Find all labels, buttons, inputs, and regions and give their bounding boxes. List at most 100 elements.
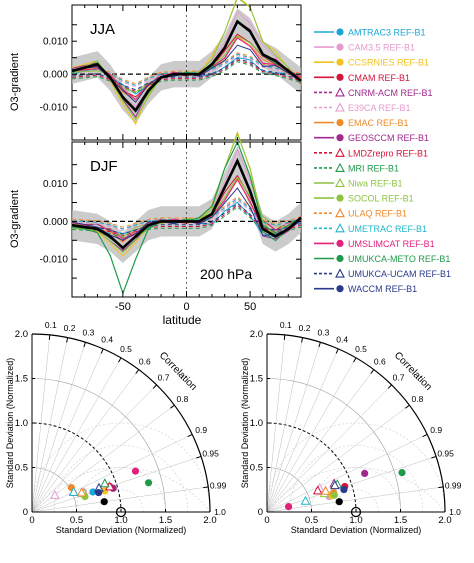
djf-y-axis-label: O3-gradient bbox=[9, 190, 21, 248]
y-tick-label: 1.5 bbox=[250, 374, 263, 385]
x-tick-label: 0 bbox=[183, 301, 189, 313]
legend-label: CAM3.5 REF-B1 bbox=[348, 43, 415, 53]
legend-label: EMAC REF-B1 bbox=[348, 118, 409, 128]
correlation-ray bbox=[31, 434, 193, 513]
correlation-ray bbox=[266, 369, 374, 513]
rms-arc bbox=[311, 467, 401, 513]
legend-label: CCSRNIES REF-B1 bbox=[348, 58, 429, 68]
correlation-tick-label: 0.1 bbox=[45, 320, 57, 330]
outer-arc bbox=[31, 333, 211, 513]
correlation-tick-label: 0.4 bbox=[336, 335, 348, 345]
correlation-ray bbox=[266, 434, 428, 513]
y-tick-label: 0.010 bbox=[43, 37, 68, 48]
correlation-ray bbox=[31, 369, 140, 513]
y-tick-label: 1.5 bbox=[15, 374, 28, 385]
correlation-label: Correlation bbox=[392, 350, 434, 393]
model-point bbox=[76, 487, 87, 497]
correlation-tick-label: 1.0 bbox=[449, 507, 461, 517]
x-tick-label: 0 bbox=[264, 515, 269, 526]
rms-arc bbox=[266, 422, 446, 513]
model-point bbox=[95, 488, 103, 497]
model-line bbox=[71, 0, 302, 121]
correlation-tick bbox=[431, 455, 437, 459]
correlation-ray bbox=[31, 337, 68, 513]
legend-label: LMDZrepro REF-B1 bbox=[348, 148, 428, 158]
x-tick-label: 2.0 bbox=[203, 515, 216, 526]
legend-triangle-marker bbox=[335, 87, 345, 97]
correlation-tick bbox=[353, 357, 357, 363]
model-point bbox=[68, 486, 79, 496]
correlation-tick bbox=[318, 342, 321, 348]
legend-triangle-marker bbox=[335, 223, 345, 233]
legend-triangle-marker bbox=[335, 177, 345, 188]
y-tick-label: -0.010 bbox=[40, 103, 69, 114]
x-tick-label: 50 bbox=[244, 301, 256, 313]
correlation-tick-label: 0.9 bbox=[195, 425, 207, 435]
x-tick-label: 1.0 bbox=[114, 515, 127, 526]
correlation-tick bbox=[438, 486, 444, 489]
model-point bbox=[320, 485, 331, 495]
y-tick-label: 0.010 bbox=[43, 179, 68, 190]
legend-circle-marker bbox=[336, 194, 344, 202]
x-tick-label: 0 bbox=[29, 515, 34, 526]
legend-label: WACCM REF-B1 bbox=[348, 284, 417, 294]
model-line bbox=[71, 197, 302, 230]
taylor-diagram-right: 0.1 0.2 0.30.40.50.60.70.80.90.950.991.000… bbox=[240, 320, 462, 535]
correlation-tick-label: 0.5 bbox=[355, 344, 367, 354]
correlation-ray bbox=[31, 342, 86, 513]
x-tick-label: 2.0 bbox=[438, 515, 451, 526]
correlation-tick bbox=[100, 348, 104, 354]
x-axis-label: Standard Deviation (Normalized) bbox=[56, 525, 187, 535]
y-tick-label: 0.5 bbox=[250, 463, 263, 474]
y-tick-label: 2.0 bbox=[250, 329, 263, 340]
model-line bbox=[71, 202, 302, 235]
model-line bbox=[71, 52, 302, 85]
correlation-tick bbox=[387, 384, 392, 389]
multi-model-mean-line bbox=[71, 19, 302, 113]
extreme-model-line bbox=[71, 140, 302, 296]
model-line bbox=[71, 58, 302, 91]
legend-label: ULAQ REF-B1 bbox=[348, 209, 407, 219]
djf-panel: DJF 200 hPa 0.010 0.000 -0.010 -50 0 50 bbox=[40, 130, 302, 313]
correlation-ray bbox=[266, 337, 303, 513]
y-tick-label: 0 bbox=[258, 507, 263, 518]
x-tick-label: -50 bbox=[115, 301, 131, 313]
correlation-tick bbox=[370, 369, 375, 374]
correlation-tick-label: 0.4 bbox=[101, 335, 113, 345]
correlation-ray bbox=[266, 405, 410, 513]
correlation-tick-label: 0.99 bbox=[445, 480, 462, 490]
model-point bbox=[100, 498, 108, 506]
legend-circle-marker bbox=[336, 28, 344, 36]
legend-label: UMUKCA-UCAM REF-B1 bbox=[348, 269, 451, 279]
rms-arc bbox=[76, 467, 166, 513]
correlation-ray bbox=[31, 384, 157, 513]
rms-arc bbox=[31, 422, 211, 513]
y-tick-label: 2.0 bbox=[15, 329, 28, 340]
x-axis-label: Standard Deviation (Normalized) bbox=[291, 525, 422, 535]
legend-circle-marker bbox=[336, 73, 344, 81]
legend-triangle-marker bbox=[335, 162, 345, 172]
legend-label: MRI REF-B1 bbox=[348, 163, 399, 173]
correlation-tick-label: 0.7 bbox=[158, 373, 170, 383]
correlation-ray bbox=[31, 456, 202, 513]
y-tick-label: 0.000 bbox=[43, 70, 68, 81]
correlation-tick-label: 0.2 bbox=[299, 323, 311, 333]
legend-triangle-marker bbox=[335, 208, 345, 218]
std-arc bbox=[266, 467, 312, 513]
correlation-tick bbox=[48, 334, 51, 340]
std-arc bbox=[31, 378, 166, 513]
model-point bbox=[100, 478, 110, 488]
legend-circle-marker bbox=[336, 134, 344, 142]
correlation-tick-label: 0.5 bbox=[120, 344, 132, 354]
model-point bbox=[144, 479, 153, 487]
correlation-tick-label: 0.3 bbox=[82, 328, 94, 338]
x-axis-label: latitude bbox=[163, 313, 202, 327]
correlation-ray bbox=[266, 456, 437, 513]
correlation-tick bbox=[283, 334, 286, 340]
legend-triangle-marker bbox=[335, 147, 345, 157]
correlation-ray bbox=[31, 486, 209, 513]
correlation-ray bbox=[266, 357, 357, 513]
legend-label: UMSLIMCAT REF-B1 bbox=[348, 239, 435, 249]
model-line bbox=[71, 196, 302, 228]
